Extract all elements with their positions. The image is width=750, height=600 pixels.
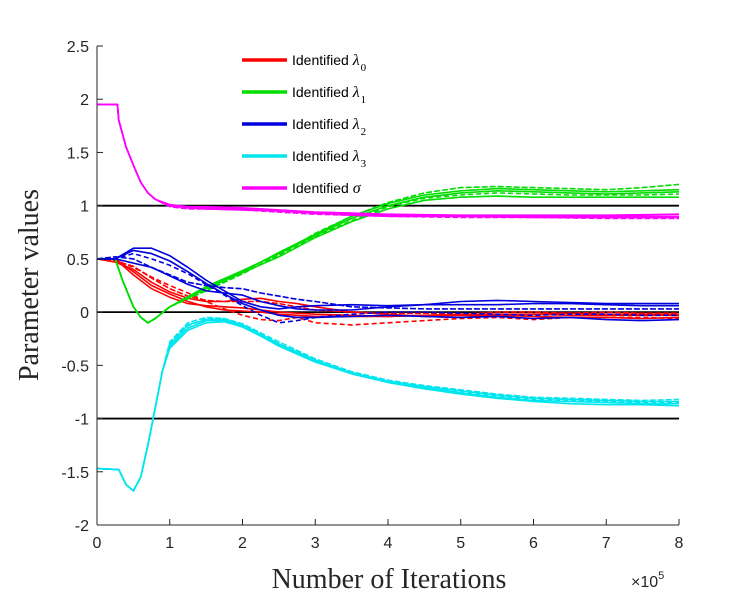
x-tick-label: 6: [529, 535, 538, 552]
series-group: [97, 103, 679, 492]
series-4: [97, 103, 679, 220]
x-tick-label: 8: [675, 535, 684, 552]
y-axis-title: Parameter values: [14, 189, 45, 381]
series-1: [97, 183, 679, 324]
series-line: [97, 103, 679, 218]
y-tick-label: -1: [75, 412, 89, 429]
y-tick-label: 1: [80, 199, 89, 216]
series-line: [97, 192, 679, 324]
y-tick-label: 2.5: [67, 39, 89, 56]
series-line: [97, 252, 679, 324]
y-tick-label: -2: [75, 518, 89, 535]
legend-label: Identified λ3: [292, 148, 367, 170]
series-line: [97, 258, 679, 318]
legend-label: Identified λ2: [292, 116, 366, 138]
y-tick-label: -0.5: [61, 358, 89, 375]
x-tick-label: 5: [456, 535, 465, 552]
series-line: [97, 249, 679, 322]
y-tick-label: 0.5: [67, 252, 89, 269]
series-line: [97, 258, 679, 311]
x-tick-label: 3: [311, 535, 320, 552]
x-tick-label: 0: [93, 535, 102, 552]
legend-label: Identified σ: [292, 180, 362, 197]
series-line: [97, 317, 679, 492]
series-2: [97, 247, 679, 324]
series-line: [97, 320, 679, 492]
series-line: [97, 247, 679, 310]
plot-area: 0 1 2 3 4 5 6 7 8 -2 -1.5 -1 -0.5 0 0.5 1 1.5 2 2.5 ×105 Ide…: [61, 39, 683, 591]
series-3: [97, 316, 679, 492]
y-tick-label: -1.5: [61, 465, 89, 482]
x-axis-title: Number of Iterations: [272, 564, 507, 595]
y-tick-label: 0: [80, 305, 89, 322]
x-axis-multiplier: ×105: [631, 570, 664, 591]
y-tick-label: 2: [80, 92, 89, 109]
x-tick-label: 4: [384, 535, 393, 552]
x-tick-label: 1: [165, 535, 174, 552]
legend-label: Identified λ1: [292, 84, 366, 106]
y-tick-label: 1.5: [67, 145, 89, 162]
x-tick-label: 7: [602, 535, 611, 552]
series-line: [97, 316, 679, 492]
series-line: [97, 258, 679, 320]
legend-label: Identified λ0: [292, 52, 367, 74]
x-tick-label: 2: [238, 535, 247, 552]
legend: Identified λ0 Identified λ1 Identified λ2 I…: [242, 52, 367, 197]
